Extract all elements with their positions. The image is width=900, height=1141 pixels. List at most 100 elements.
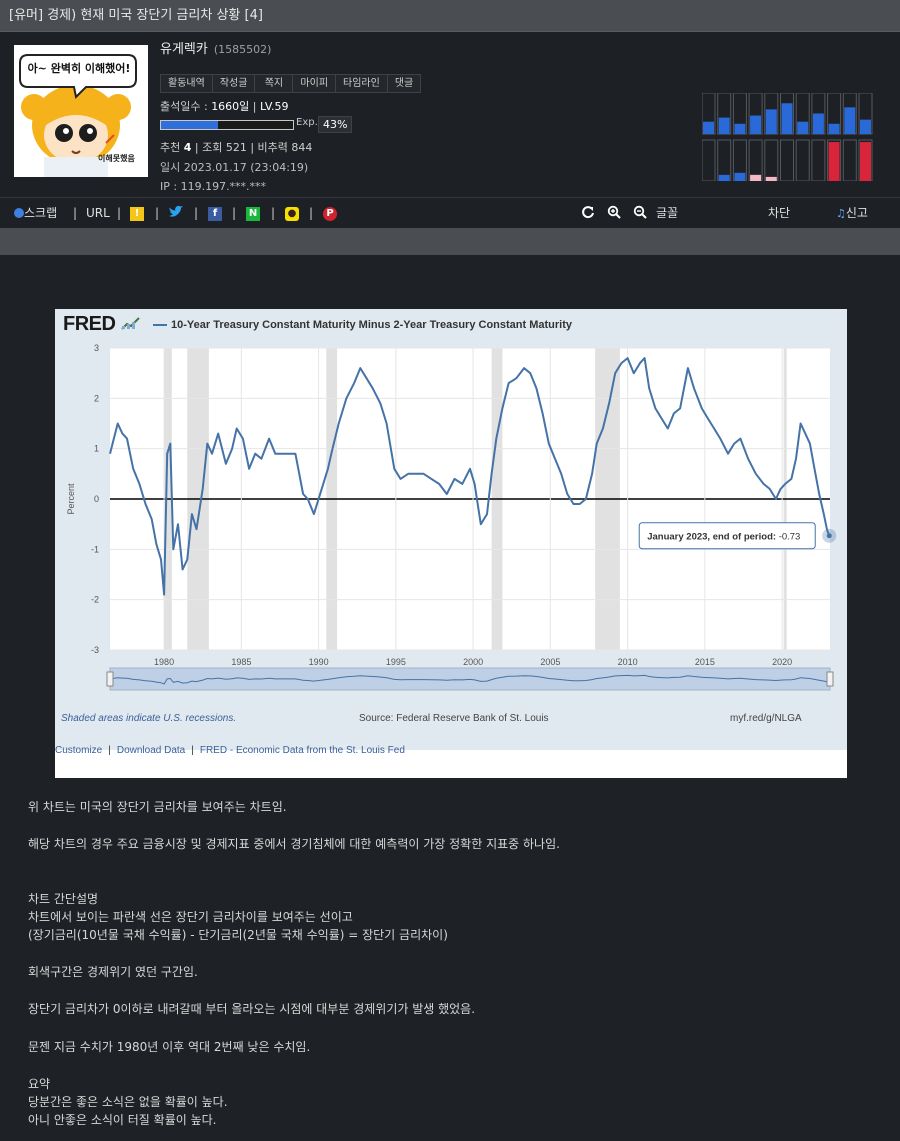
download-data-link[interactable]: Download Data — [116, 745, 186, 756]
link-separator: | — [108, 745, 111, 756]
series-line — [109, 357, 831, 596]
url-button[interactable]: URL — [86, 206, 110, 220]
chart-title: 10-Year Treasury Constant Maturity Minus… — [153, 319, 572, 331]
chart-source: Source: Federal Reserve Bank of St. Loui… — [359, 713, 549, 724]
tooltip-value: -0.73 — [779, 532, 801, 543]
attendance-row: 출석일수 : 1660일 | LV.59 — [160, 98, 289, 114]
activity-bar — [718, 174, 730, 181]
activity-bar — [844, 107, 856, 134]
scrap-icon — [14, 208, 24, 218]
range-navigator-line — [109, 674, 830, 685]
body-paragraph: 당분간은 좋은 소식은 없을 확률이 높다. — [28, 1095, 228, 1109]
body-paragraph: (장기금리(10년물 국채 수익률) - 단기금리(2년물 국채 수익률) = … — [28, 928, 448, 942]
zoom-in-icon[interactable] — [607, 205, 621, 221]
scrap-button[interactable]: 스크랩 — [14, 205, 57, 221]
activity-bar-frame — [811, 139, 826, 181]
body-paragraph: 해당 차트의 경우 주요 금융시장 및 경제지표 중에서 경기침체에 대한 예측… — [28, 837, 560, 851]
avatar[interactable]: 아~ 완벽히 이해했어! 이해못했음 — [14, 45, 148, 211]
activity-bar — [750, 115, 762, 134]
font-button[interactable]: 글꼴 — [656, 206, 679, 220]
x-tick-label: 2015 — [695, 657, 715, 667]
last-point-marker[interactable] — [826, 533, 832, 539]
x-tick-label: 1980 — [154, 657, 174, 667]
activity-bar — [765, 176, 777, 181]
toolbar-separator: | — [73, 206, 78, 220]
fred-links: Customize | Download Data | FRED - Economic … — [55, 745, 405, 756]
tab-posts[interactable]: 작성글 — [212, 75, 256, 92]
username-row: 유게렉카 (1585502) — [160, 38, 271, 57]
tab-activity[interactable]: 활동내역 — [161, 75, 213, 92]
profile-tabs: 활동내역 작성글 쪽지 마이피 타임라인 댓글 — [160, 74, 422, 93]
range-handle-right[interactable] — [826, 671, 834, 687]
body-paragraph: 아니 안좋은 소식이 터질 확률이 높다. — [28, 1113, 217, 1127]
range-handle-left[interactable] — [106, 671, 114, 687]
activity-bar-frame — [780, 139, 794, 181]
kakaotalk-icon[interactable]: ● — [285, 205, 299, 221]
activity-bar-frame — [717, 139, 732, 181]
scrap-label: 스크랩 — [24, 206, 58, 220]
fred-home-link[interactable]: FRED - Economic Data from the St. Louis … — [199, 745, 405, 756]
activity-bar-frame — [842, 139, 857, 181]
refresh-icon[interactable] — [581, 205, 595, 221]
y-axis-label: Percent — [66, 483, 76, 515]
pinterest-icon[interactable]: P — [323, 205, 337, 221]
twitter-icon[interactable] — [168, 205, 184, 221]
x-tick-label: 1990 — [309, 657, 329, 667]
user-id: (1585502) — [213, 43, 272, 56]
chart-title-text: 10-Year Treasury Constant Maturity Minus… — [171, 319, 573, 331]
x-tick-label: 2000 — [463, 657, 483, 667]
zoom-out-icon[interactable] — [633, 205, 647, 221]
y-tick-label: 2 — [94, 393, 99, 403]
y-tick-label: 0 — [94, 494, 99, 504]
activity-bar-frame — [827, 139, 842, 181]
tab-comments[interactable]: 댓글 — [387, 75, 421, 92]
body-paragraph: 문젠 지금 수치가 1980년 이후 역대 2번째 낮은 수치임. — [28, 1040, 311, 1054]
activity-bar — [750, 174, 762, 181]
toolbar-separator: | — [232, 206, 237, 220]
kakaostory-icon[interactable]: ! — [130, 205, 144, 221]
activity-bar — [828, 123, 840, 134]
username[interactable]: 유게렉카 — [160, 42, 208, 57]
x-tick-label: 2005 — [540, 657, 560, 667]
body-paragraph: 요약 — [28, 1077, 51, 1091]
toolbar-separator: | — [271, 206, 276, 220]
y-tick-label: 3 — [94, 343, 99, 353]
toolbar-separator: | — [194, 206, 199, 220]
naver-icon[interactable]: N — [246, 205, 260, 221]
share-toolbar: 스크랩 | URL | ! | | f | N | ● | P 글꼴 차단 ♫신… — [0, 199, 900, 227]
report-button[interactable]: ♫신고 — [836, 205, 868, 221]
level-separator: | — [249, 100, 261, 113]
tooltip-label: January 2023, end of period: — [647, 532, 778, 543]
views-stats: | 조회 521 | 비추력 844 — [191, 141, 313, 154]
tab-message[interactable]: 쪽지 — [255, 75, 294, 92]
tab-timeline[interactable]: 타임라인 — [336, 75, 388, 92]
exp-label: Exp. — [296, 117, 318, 128]
activity-bar — [765, 109, 777, 134]
attendance-value: 1660일 — [211, 100, 250, 113]
y-tick-label: -3 — [91, 645, 99, 655]
chart-short-url[interactable]: myf.red/g/NLGA — [730, 713, 802, 724]
exp-progress-bar — [160, 120, 294, 130]
x-tick-label: 2020 — [772, 657, 792, 667]
activity-bar — [734, 123, 746, 134]
activity-bar — [703, 121, 714, 134]
post-ip: IP : 119.197.***.*** — [160, 180, 267, 193]
body-paragraph: 회색구간은 경제위기 였던 구간임. — [28, 965, 198, 979]
facebook-icon[interactable]: f — [208, 205, 222, 221]
y-tick-label: -2 — [91, 595, 99, 605]
body-paragraph: 장단기 금리차가 0이하로 내려갈때 부터 올라오는 시점에 대부분 경제위기가… — [28, 1002, 476, 1016]
recommend-label: 추천 — [160, 141, 184, 154]
tooltip-box — [638, 522, 816, 550]
y-tick-label: 1 — [94, 444, 99, 454]
tab-mypi[interactable]: 마이피 — [293, 75, 337, 92]
fred-chart-card: FRED 10-Year Treasury Constant Maturity … — [55, 309, 847, 778]
block-button[interactable]: 차단 — [768, 206, 791, 220]
chart-plot[interactable]: 3 2 1 0 -1 -2 -3 1980 1985 1990 1995 2000 2005 2010 20… — [55, 339, 847, 719]
activity-bar — [781, 103, 793, 134]
activity-bar — [718, 117, 730, 134]
recommend-value: 4 — [183, 141, 192, 154]
attendance-label: 출석일수 : — [160, 100, 212, 113]
fred-logo-graph-icon — [120, 317, 140, 330]
exp-percent: 43% — [318, 116, 353, 133]
customize-link[interactable]: Customize — [55, 745, 103, 756]
